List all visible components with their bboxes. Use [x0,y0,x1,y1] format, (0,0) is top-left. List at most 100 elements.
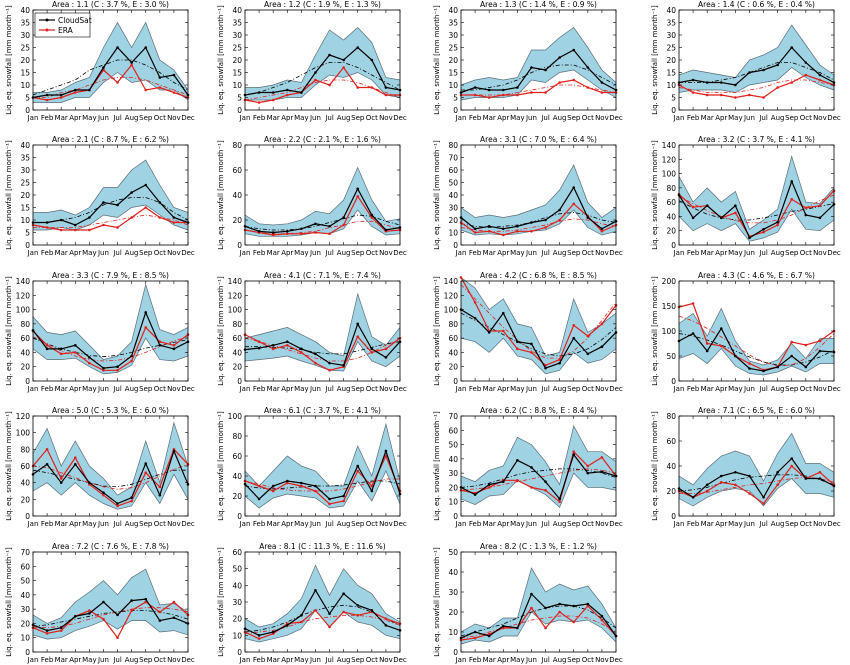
x-tick-label: Apr [715,114,727,122]
x-tick-label: Dec [609,385,623,393]
x-tick-label: Aug [553,656,567,664]
cloudsat-point [342,592,345,595]
y-tick-label: 20 [20,191,30,200]
era-point [818,78,822,82]
x-tick-label: Jan [673,114,685,122]
era-point [762,230,765,234]
cloudsat-point [705,81,709,84]
era-point [530,351,533,354]
y-tick-label: 0 [237,106,242,115]
x-tick-label: May [728,114,742,122]
y-tick-label: 30 [666,31,676,40]
x-tick-label: Nov [167,656,181,664]
era-point [73,91,77,94]
subplot-6: 0 20 40 60 80 Jan Feb Mar Apr May Jun Jul Aug Sep Oct N… [217,135,407,257]
cloudsat-point [300,614,303,617]
cloudsat-point [572,604,576,608]
cloudsat-point [790,46,794,49]
subplot-title: Area : 3.2 (C : 3.7 %, E : 4.1 %) [698,135,815,144]
x-tick-label: Jul [112,249,122,257]
y-tick-label: 40 [448,568,458,577]
y-tick-label: 80 [232,141,242,150]
x-tick-label: Feb [687,249,700,257]
subplot-title: Area : 5.0 (C : 5.3 %, E : 6.0 %) [52,406,169,415]
cloudsat-point [762,227,765,231]
cloudsat-point [130,599,133,602]
cloudsat-point [300,227,303,231]
cloudsat-point [116,46,119,49]
era-point [818,339,822,343]
cloudsat-point [762,495,765,499]
cloudsat-point [516,626,519,630]
era-point [384,93,388,97]
cloudsat-point [271,91,275,94]
y-tick-label: 140 [16,277,31,286]
band-upper-edge [33,21,189,93]
x-tick-label: Feb [469,520,482,528]
x-tick-label: Jan [27,520,39,528]
y-tick-label: 30 [448,204,458,213]
cloudsat-point [600,81,604,84]
era-point [285,93,289,97]
x-tick-label: Aug [771,114,785,122]
x-tick-label: Nov [595,249,609,257]
subplot-title: Area : 4.1 (C : 7.1 %, E : 7.4 %) [264,271,381,280]
cloudsat-trend-line [32,337,189,358]
era-point [734,211,737,215]
y-tick-label: 0 [453,377,458,386]
cloudsat-trend-line [461,64,617,91]
subplot-14: 0 20 40 60 80 100 Jan Feb Mar Apr May Jun Jul Aug Sep O… [217,406,407,528]
cloudsat-point [144,597,148,601]
y-tick-label: 80 [666,412,676,421]
y-tick-label: 5 [25,94,30,103]
y-tick-label: 5 [671,94,676,103]
x-tick-label: Aug [337,656,351,664]
subplot-title: Area : 3.1 (C : 7.0 %, E : 6.4 %) [480,135,597,144]
x-tick-label: Sep [139,656,153,664]
era-point [73,456,77,459]
cloudsat-point [558,497,561,501]
era-trend-line [679,476,835,494]
era-point [487,486,491,489]
y-tick-label: 0 [237,241,242,250]
cloudsat-point [719,81,723,84]
cloudsat-point [501,624,505,628]
era-point [314,231,317,234]
era-line [32,448,189,507]
era-point [384,347,388,351]
x-tick-label: Sep [139,385,153,393]
subplot-title: Area : 4.2 (C : 6.8 %, E : 8.5 %) [480,271,597,280]
y-tick-label: 0 [671,377,676,386]
y-tick-label: 20 [20,363,30,372]
era-point [776,86,779,89]
x-tick-label: Sep [785,520,799,528]
era-point [144,600,148,604]
x-tick-label: Jan [27,385,39,393]
y-tick-label: 60 [666,437,676,446]
cloudsat-line [32,310,189,369]
x-tick-label: Mar [267,385,280,393]
x-tick-label: Nov [379,656,393,664]
cloudsat-point [271,484,275,488]
x-tick-label: Jan [239,520,251,528]
cloudsat-point [487,331,491,334]
cloudsat-point [384,449,388,453]
cloudsat-point [530,342,533,346]
x-tick-label: May [728,385,742,393]
x-tick-label: Mar [55,385,68,393]
cloudsat-point [102,491,105,494]
cloudsat-point [59,218,63,222]
era-trend-line [32,463,189,490]
cloudsat-point [59,347,63,351]
y-tick-label: 140 [228,277,243,286]
y-tick-label: 140 [444,277,459,286]
era-point [130,359,133,363]
x-tick-label: Apr [715,520,727,528]
y-axis-label: Liq. eq. snowfall [mm month⁻¹] [5,140,13,250]
x-tick-label: Jun [525,249,537,257]
x-tick-label: Jul [324,114,334,122]
x-tick-label: Jun [525,520,537,528]
cloudsat-point [487,88,491,92]
era-line [244,195,401,236]
